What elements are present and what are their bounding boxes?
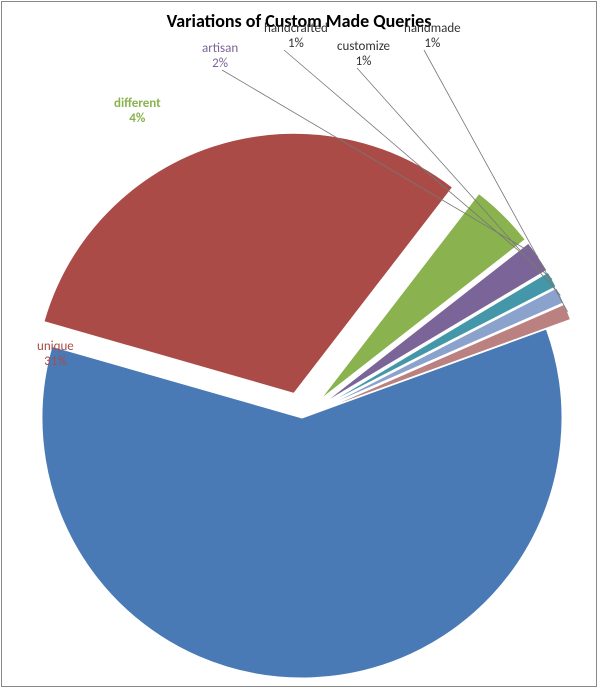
slice-label-percent: 31% <box>37 355 74 370</box>
slice-label-handcrafted: handcrafted1% <box>264 22 328 52</box>
slice-label-percent: 1% <box>264 37 328 52</box>
slice-label-name: customize <box>337 40 390 55</box>
slice-label-custom: custom60% <box>507 460 546 490</box>
pie-chart <box>2 2 598 688</box>
slice-label-percent: 1% <box>404 37 461 52</box>
slice-label-name: custom <box>507 460 546 475</box>
slice-label-name: handmade <box>404 22 461 37</box>
slice-label-name: artisan <box>202 42 238 57</box>
slice-label-handmade: handmade1% <box>404 22 461 52</box>
slice-label-customize: customize1% <box>337 40 390 70</box>
slice-label-name: unique <box>37 340 74 355</box>
slice-label-percent: 2% <box>202 57 238 72</box>
slice-label-name: handcrafted <box>264 22 328 37</box>
slice-label-percent: 1% <box>337 55 390 70</box>
slice-label-different: different4% <box>114 97 161 127</box>
chart-container: Variations of Custom Made Queries custom… <box>1 1 597 687</box>
slice-label-percent: 60% <box>507 475 546 490</box>
slice-label-unique: unique31% <box>37 340 74 370</box>
slice-label-name: different <box>114 97 161 112</box>
slice-label-percent: 4% <box>114 112 161 127</box>
slice-label-artisan: artisan2% <box>202 42 238 72</box>
